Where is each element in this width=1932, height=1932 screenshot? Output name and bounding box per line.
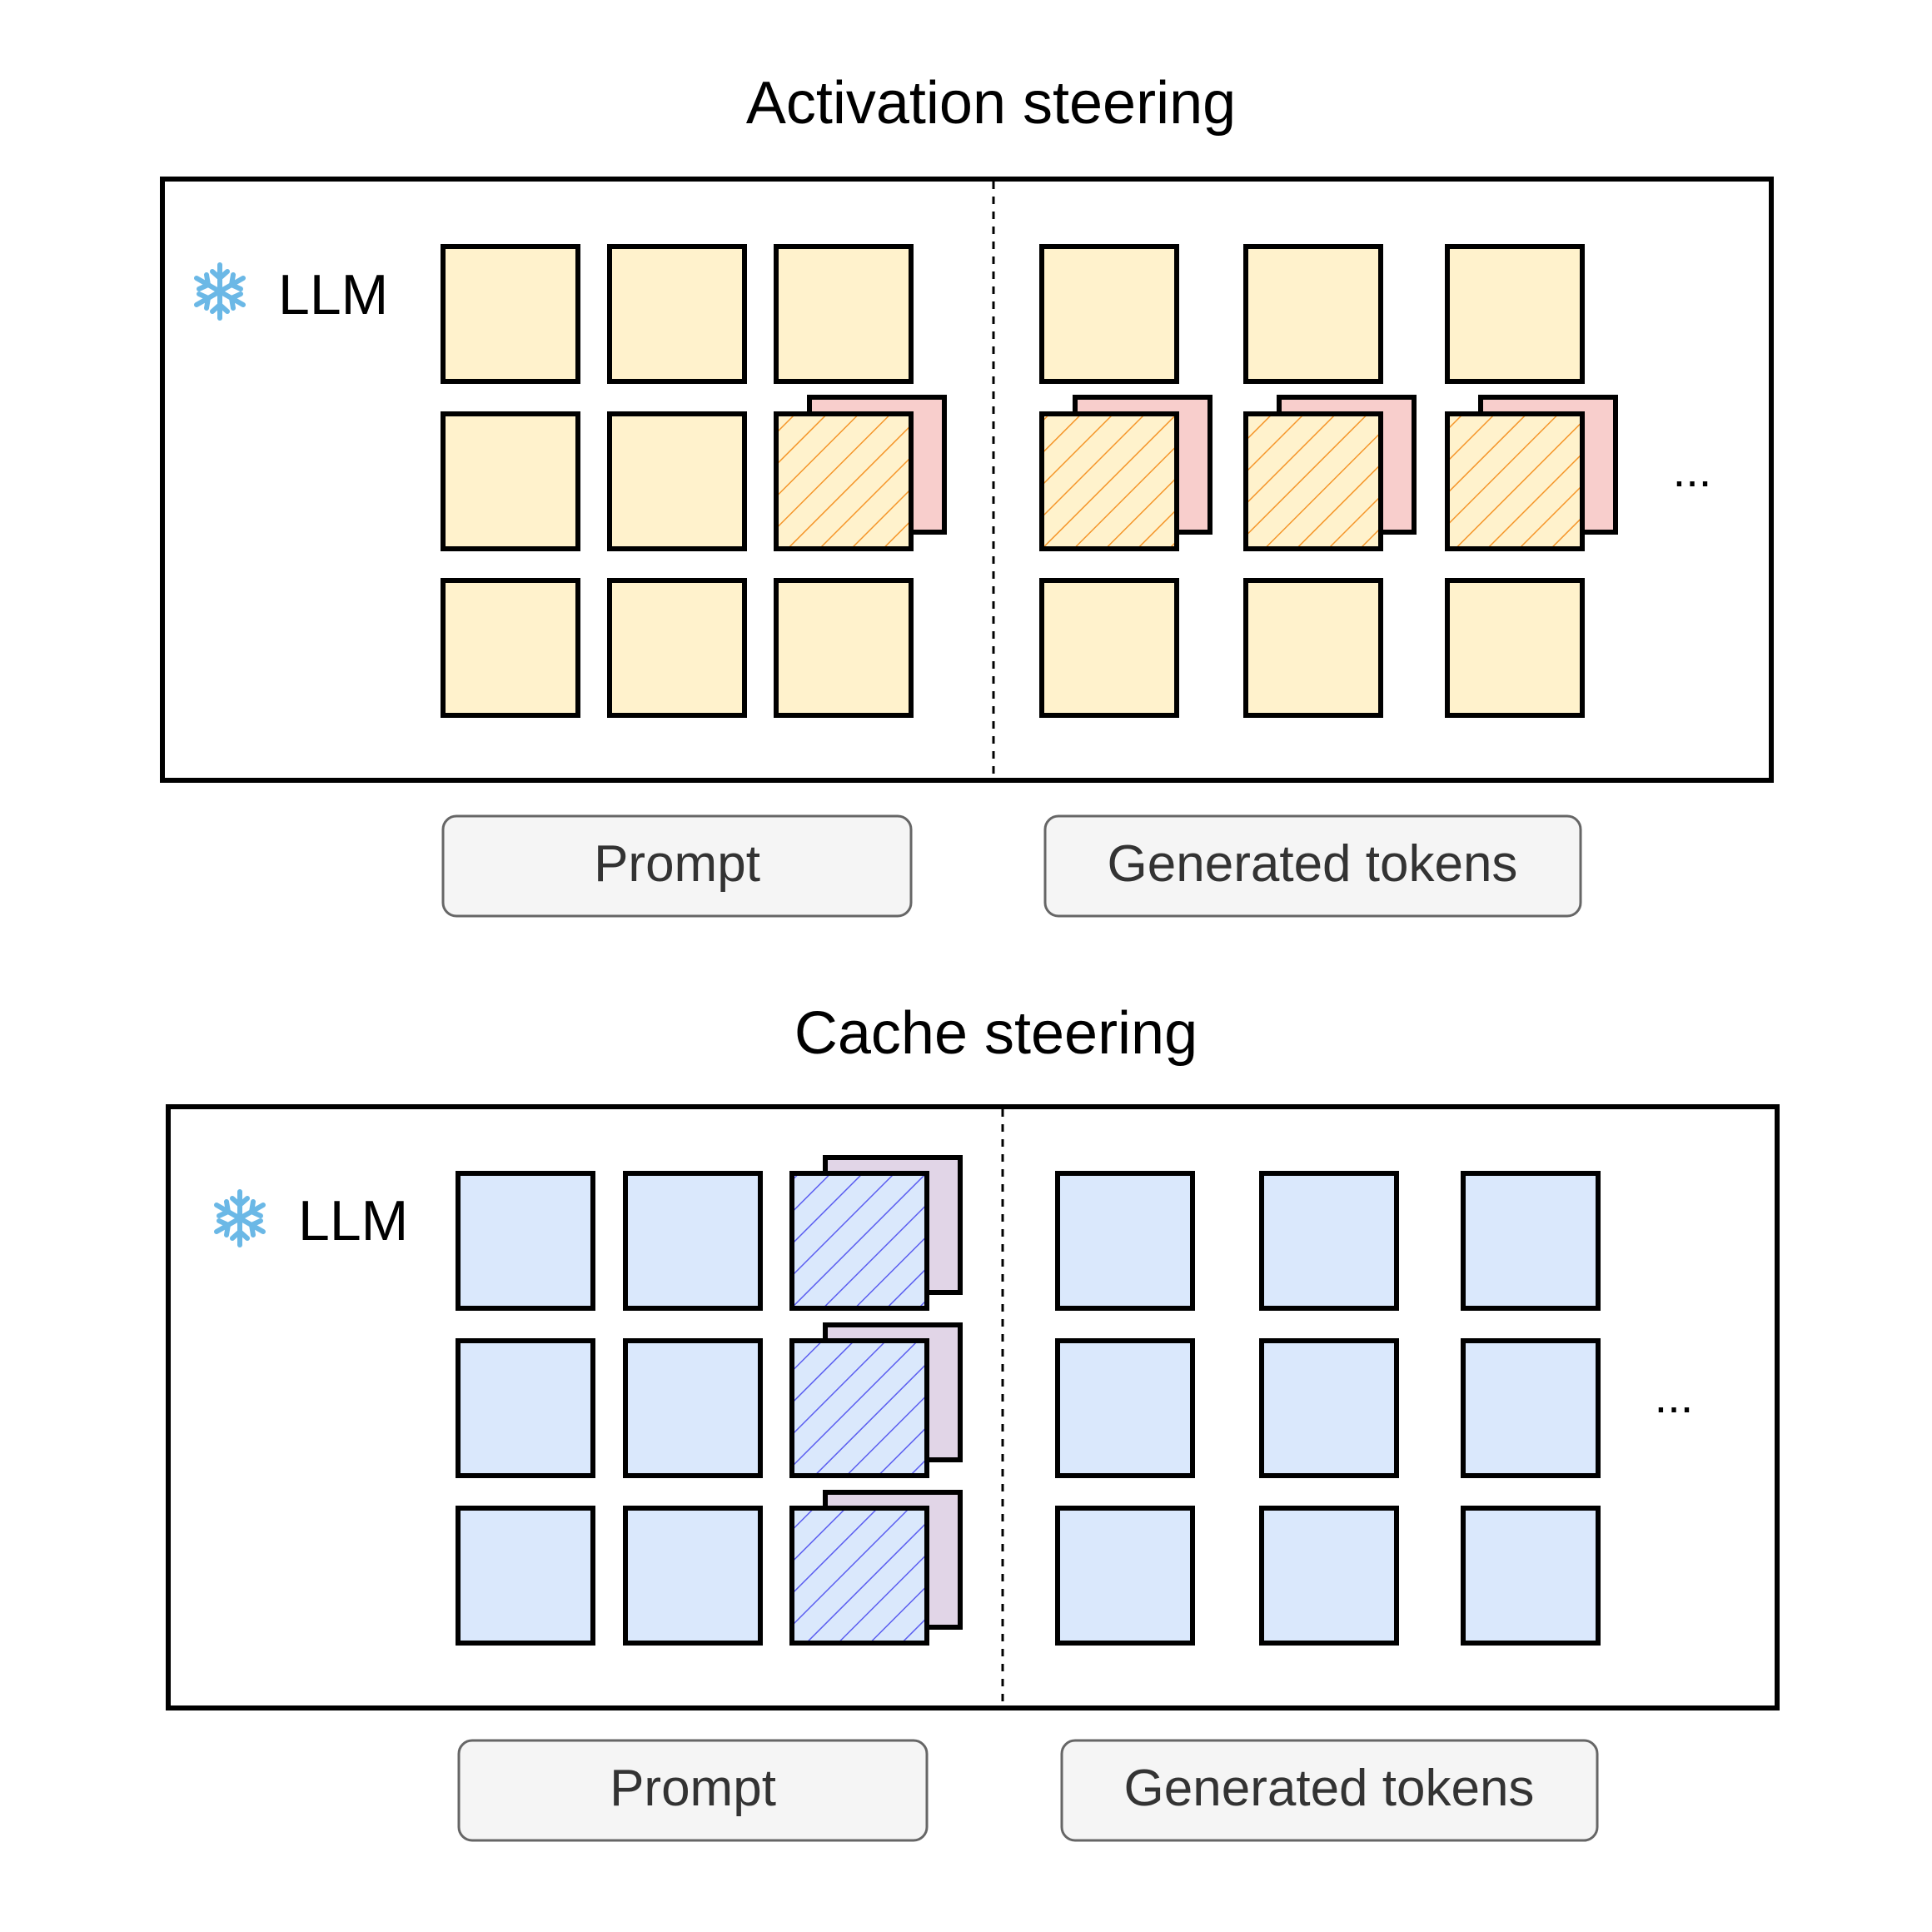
prompt-label: Prompt — [610, 1760, 776, 1817]
prompt-token-grid — [441, 244, 947, 718]
activation-steering-panel: Activation steering LLM — [160, 70, 1774, 918]
token-cell — [1055, 1338, 1195, 1478]
token-cell — [441, 411, 580, 551]
steered-token-cell — [789, 1155, 963, 1311]
token-cell — [623, 1171, 763, 1311]
generated-tokens-label: Generated tokens — [1124, 1760, 1535, 1817]
token-cell — [441, 244, 580, 384]
hatch-overlay — [779, 416, 909, 546]
ellipsis: ... — [1655, 1370, 1694, 1422]
steered-token-cell — [1243, 395, 1417, 551]
hatch-overlay — [1248, 416, 1378, 546]
token-cell — [607, 244, 747, 384]
token-cell — [456, 1506, 595, 1646]
ellipsis: ... — [1673, 444, 1712, 496]
steered-token-cell — [1039, 395, 1212, 551]
token-cell — [623, 1338, 763, 1478]
steered-token-cell — [1445, 395, 1618, 551]
generated-token-grid — [1039, 244, 1618, 718]
token-cell — [1259, 1171, 1399, 1311]
model-label: LLM — [298, 1189, 408, 1252]
generated-tokens-label-box: Generated tokens — [1060, 1739, 1599, 1842]
token-cell — [607, 578, 747, 718]
generated-tokens-label-box: Generated tokens — [1043, 814, 1582, 918]
token-cell — [774, 244, 914, 384]
token-cell — [1445, 578, 1585, 718]
hatch-overlay — [794, 1343, 924, 1473]
token-cell — [1461, 1506, 1601, 1646]
token-cell — [456, 1171, 595, 1311]
hatch-overlay — [1450, 416, 1580, 546]
token-cell — [1259, 1506, 1399, 1646]
generated-tokens-label: Generated tokens — [1108, 835, 1518, 893]
panel-title: Cache steering — [794, 1000, 1198, 1067]
panel-title: Activation steering — [746, 70, 1236, 137]
generated-token-grid — [1055, 1171, 1601, 1646]
steered-token-cell — [789, 1490, 963, 1646]
prompt-label: Prompt — [594, 835, 760, 893]
steered-token-cell — [789, 1322, 963, 1478]
hatch-overlay — [794, 1511, 924, 1641]
token-cell — [1445, 244, 1585, 384]
steered-token-cell — [774, 395, 947, 551]
token-cell — [456, 1338, 595, 1478]
cache-steering-panel: Cache steering LLM — [166, 1000, 1780, 1842]
model-label: LLM — [278, 263, 388, 326]
prompt-label-box: Prompt — [457, 1739, 929, 1842]
token-cell — [1243, 244, 1383, 384]
prompt-label-box: Prompt — [441, 814, 913, 918]
snowflake-icon — [194, 262, 246, 321]
token-cell — [1243, 578, 1383, 718]
prompt-token-grid — [456, 1155, 963, 1646]
token-cell — [623, 1506, 763, 1646]
token-cell — [441, 578, 580, 718]
token-cell — [1055, 1171, 1195, 1311]
token-cell — [1461, 1171, 1601, 1311]
token-cell — [1039, 578, 1179, 718]
token-cell — [774, 578, 914, 718]
token-cell — [1259, 1338, 1399, 1478]
token-cell — [1039, 244, 1179, 384]
token-cell — [1461, 1338, 1601, 1478]
hatch-overlay — [1044, 416, 1174, 546]
snowflake-icon — [214, 1189, 266, 1247]
hatch-overlay — [794, 1176, 924, 1306]
token-cell — [1055, 1506, 1195, 1646]
token-cell — [607, 411, 747, 551]
